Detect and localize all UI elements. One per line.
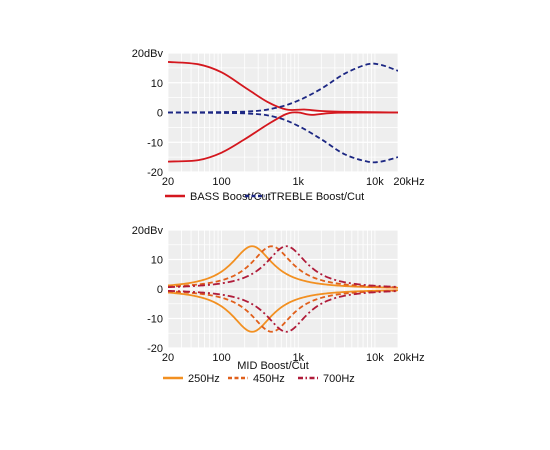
y-tick-label: -10 [147,314,163,326]
x-tick-label: 20 [162,352,174,364]
series-line-450hz [168,289,398,333]
x-tick-label: 10k [366,176,384,188]
x-tick-label: 20kHz [393,352,424,364]
series-line-curve-3 [168,111,398,164]
legend-label: 250Hz [188,373,220,385]
y-tick-label: 0 [157,284,163,296]
y-tick-label: -10 [147,137,163,149]
legend-label: BASS Boost/Cut [190,191,271,203]
series-group [168,61,398,164]
y-tick-label: 20dBv [132,48,164,60]
x-tick-label: 100 [212,352,230,364]
series-line-700hz [168,289,398,333]
series-line-curve-1 [168,111,398,163]
x-tick-label: 100 [212,176,230,188]
x-tick-label: 1k [292,352,304,364]
x-tick-label: 10k [366,352,384,364]
series-group [168,245,398,333]
y-tick-label: -20 [147,167,163,179]
series-line-bass-boost-cut [168,61,398,114]
series-line-250hz [168,289,398,333]
x-tick-label: 20 [162,176,174,188]
series-line-treble-boost-cut [168,62,398,114]
legend-label: 700Hz [323,373,355,385]
y-tick-label: 20dBv [132,225,164,237]
y-tick-label: 0 [157,108,163,120]
series-line-700hz [168,245,398,289]
y-tick-label: 10 [151,78,163,90]
x-tick-label: 1k [292,176,304,188]
x-axis-label: MID Boost/Cut [237,360,309,372]
legend-label: 450Hz [253,373,285,385]
legend-label: TREBLE Boost/Cut [270,191,364,203]
y-tick-label: -20 [147,343,163,355]
series-line-450hz [168,245,398,289]
y-tick-label: 10 [151,255,163,267]
series-line-250hz [168,245,398,289]
x-tick-label: 20kHz [393,176,424,188]
